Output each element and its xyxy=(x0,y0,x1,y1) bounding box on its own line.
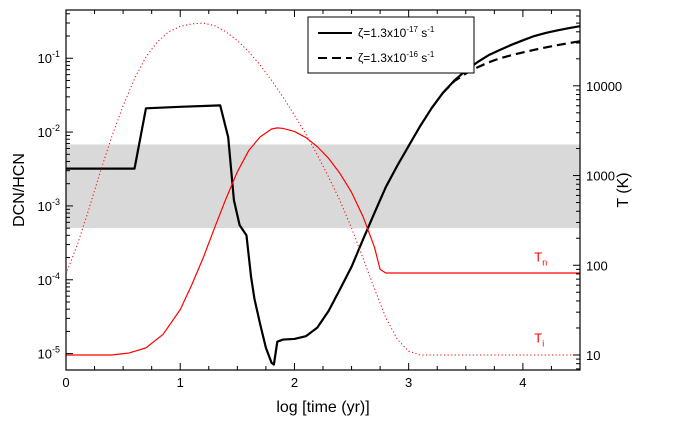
annotation-Ti: Ti xyxy=(534,330,544,348)
legend-entry-label: ζ=1.3x10-16 s-1 xyxy=(358,50,435,65)
legend-entry-label: ζ=1.3x10-17 s-1 xyxy=(358,25,435,40)
series-line-zeta17 xyxy=(66,25,580,366)
x-tick-label: 4 xyxy=(519,375,526,390)
annotation-Tn: Tn xyxy=(534,249,547,267)
y-axis-left-label: DCN/HCN xyxy=(11,153,28,227)
y-right-tick-label: 10000 xyxy=(586,79,622,94)
x-tick-label: 3 xyxy=(405,375,412,390)
y-left-tick-label: 10-4 xyxy=(38,271,60,288)
x-tick-label: 1 xyxy=(177,375,184,390)
series-line-Ti xyxy=(66,22,580,356)
observed-range-band xyxy=(66,144,580,229)
x-tick-label: 0 xyxy=(62,375,69,390)
y-right-tick-label: 10 xyxy=(586,348,600,363)
legend-box xyxy=(307,16,475,74)
y-left-tick-label: 10-5 xyxy=(38,345,60,362)
series-line-Tn xyxy=(66,127,580,356)
x-axis-label: log [time (yr)] xyxy=(276,399,369,416)
y-left-tick-label: 10-3 xyxy=(38,197,60,214)
y-axis-right-label: T (K) xyxy=(615,172,632,207)
y-right-tick-label: 1000 xyxy=(586,169,615,184)
series-line-zeta16 xyxy=(442,40,580,94)
x-tick-label: 2 xyxy=(291,375,298,390)
y-left-tick-label: 10-2 xyxy=(38,123,60,140)
y-right-tick-label: 100 xyxy=(586,258,608,273)
y-left-tick-label: 10-1 xyxy=(38,49,60,66)
